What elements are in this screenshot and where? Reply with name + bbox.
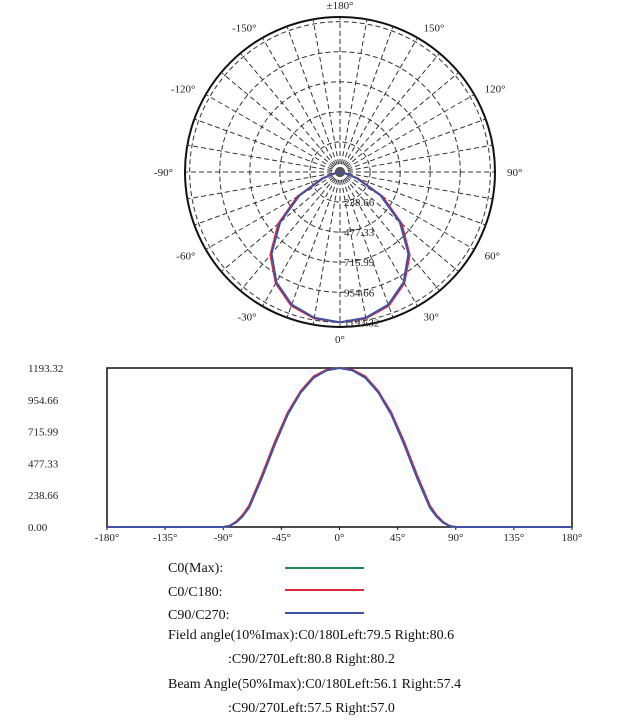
polar-grid-spoke [312, 171, 341, 325]
line-chart-y-tick: 477.33 [28, 458, 59, 470]
field-angle-c90-text: :C90/270Left:80.8 Right:80.2 [228, 652, 395, 667]
polar-grid-spoke [220, 71, 341, 173]
polar-grid-spoke [339, 19, 368, 173]
line-chart-x-tick: 135° [503, 532, 524, 544]
line-chart-y-tick: 715.99 [28, 427, 59, 439]
polar-grid-spoke [339, 171, 441, 292]
legend-c0-c180-label: C0/C180: [168, 585, 223, 600]
polar-grid-spoke [205, 171, 341, 250]
polar-grid-ring [309, 141, 371, 203]
polar-grid-spoke [312, 19, 341, 173]
polar-grid-spoke [194, 171, 341, 226]
line-chart-x-tick: -180° [95, 532, 120, 544]
polar-grid-spoke [339, 171, 460, 273]
beam-angle-c0-text: Beam Angle(50%Imax):C0/180Left:56.1 Righ… [168, 677, 462, 692]
polar-angle-label: -30° [237, 312, 256, 324]
line-chart-series-0 [107, 367, 572, 528]
polar-grid-spoke [339, 37, 418, 173]
polar-grid-spoke [187, 171, 341, 200]
polar-grid-spoke [239, 171, 341, 292]
line-chart-x-tick: 90° [448, 532, 463, 544]
line-chart-y-tick: 1193.32 [28, 363, 63, 375]
polar-grid-spoke [339, 171, 394, 318]
line-chart-x-tick: -135° [153, 532, 178, 544]
polar-grid-spoke [339, 94, 475, 173]
polar-angle-label: -150° [232, 22, 257, 34]
polar-grid-spoke [339, 144, 493, 173]
polar-radial-label: 477.33 [344, 227, 375, 239]
polar-radial-label: 954.66 [344, 287, 375, 299]
polar-grid-spoke [205, 94, 341, 173]
polar-angle-label: 60° [485, 251, 500, 263]
polar-grid-spoke [194, 118, 341, 173]
polar-radial-label: 238.66 [344, 197, 375, 209]
legend-c0-max-label: C0(Max): [168, 561, 224, 576]
line-chart-x-tick: -45° [272, 532, 291, 544]
polar-grid-spoke [187, 144, 341, 173]
line-chart-x-tick: 0° [335, 532, 345, 544]
line-chart-frame [106, 367, 573, 528]
polar-grid-spoke [339, 171, 368, 325]
polar-grid-spoke [286, 26, 341, 173]
polar-angle-label: 150° [424, 22, 445, 34]
polar-grid-spoke [339, 171, 493, 200]
line-chart-y-tick: 238.66 [28, 490, 59, 502]
legend-c0-max-line [285, 567, 364, 569]
polar-radial-label: 715.99 [344, 257, 375, 269]
legend-c90-c270-line [285, 612, 364, 614]
legend-c0-c180-line [285, 589, 364, 591]
polar-grid-spoke [339, 171, 486, 226]
polar-grid-spoke [286, 171, 341, 318]
polar-grid-spoke [339, 171, 475, 250]
polar-grid-spoke [339, 118, 486, 173]
polar-grid-spoke [339, 26, 394, 173]
polar-angle-label: 0° [335, 334, 345, 346]
line-chart-x-tick: -90° [214, 532, 233, 544]
line-chart-y-tick: 954.66 [28, 395, 59, 407]
polar-angle-label: ±180° [327, 0, 354, 12]
polar-grid-spoke [339, 71, 460, 173]
polar-grid-spoke [220, 171, 341, 273]
polar-angle-label: -60° [176, 251, 195, 263]
polar-angle-label: 120° [485, 84, 506, 96]
polar-angle-label: 90° [507, 167, 522, 179]
line-chart-x-tick: 45° [390, 532, 405, 544]
field-angle-c0-text: Field angle(10%Imax):C0/180Left:79.5 Rig… [168, 628, 455, 643]
line-chart-x-tick: 180° [562, 532, 583, 544]
line-chart-y-tick: 0.00 [28, 522, 48, 534]
polar-grid-spoke [239, 52, 341, 173]
polar-angle-label: -90° [154, 167, 173, 179]
polar-angle-label: -120° [171, 84, 196, 96]
beam-angle-c90-text: :C90/270Left:57.5 Right:57.0 [228, 701, 395, 716]
polar-angle-label: 30° [424, 312, 439, 324]
line-chart-series-1 [107, 367, 572, 528]
legend-c90-c270-label: C90/C270: [168, 608, 230, 623]
polar-grid-spoke [262, 37, 341, 173]
polar-series-curve-1 [270, 171, 410, 324]
polar-grid-spoke [339, 52, 441, 173]
